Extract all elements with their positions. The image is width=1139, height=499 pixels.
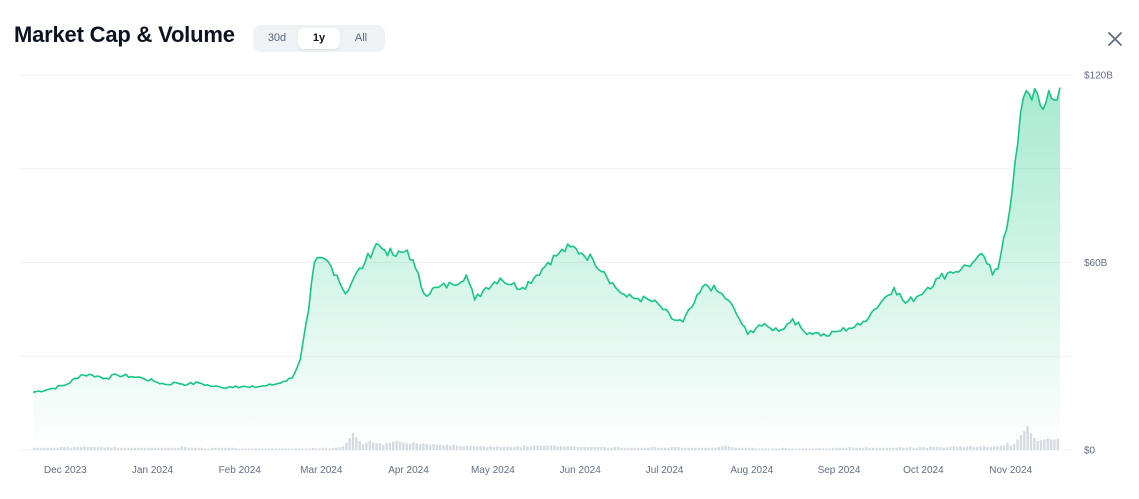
market-cap-area-fill	[33, 87, 1060, 450]
x-tick-label: Dec 2023	[44, 465, 87, 476]
x-axis-ticks: Dec 2023 Jan 2024 Feb 2024 Mar 2024 Apr 2024…	[44, 465, 1033, 476]
range-button-all[interactable]: All	[354, 32, 368, 44]
x-tick-label: Sep 2024	[818, 465, 861, 476]
x-tick-label: Feb 2024	[219, 465, 262, 476]
y-tick-label: $120B	[1084, 71, 1113, 82]
time-range-selector: 30d 1y All	[253, 25, 385, 52]
x-tick-label: Jul 2024	[646, 465, 684, 476]
range-button-30d[interactable]: 30d	[267, 32, 287, 44]
chart-header: Market Cap & Volume 30d 1y All	[0, 0, 1139, 70]
x-tick-label: May 2024	[471, 465, 515, 476]
x-tick-label: Oct 2024	[903, 465, 944, 476]
close-icon	[1108, 32, 1122, 46]
market-cap-line-group	[32, 87, 1061, 393]
market-cap-line	[32, 87, 1061, 393]
x-tick-label: Nov 2024	[989, 465, 1032, 476]
y-tick-label: $0	[1084, 446, 1096, 457]
x-tick-label: Aug 2024	[730, 465, 773, 476]
y-tick-label: $60B	[1084, 258, 1108, 269]
close-button[interactable]	[1104, 28, 1126, 50]
y-axis-ticks: $120B $60B $0	[1084, 71, 1113, 457]
x-tick-label: Jan 2024	[132, 465, 174, 476]
x-tick-label: Apr 2024	[388, 465, 429, 476]
range-button-1y[interactable]: 1y	[298, 28, 340, 49]
chart-title: Market Cap & Volume	[14, 22, 235, 47]
market-cap-area	[33, 87, 1060, 450]
x-tick-label: Jun 2024	[560, 465, 602, 476]
x-tick-label: Mar 2024	[300, 465, 343, 476]
